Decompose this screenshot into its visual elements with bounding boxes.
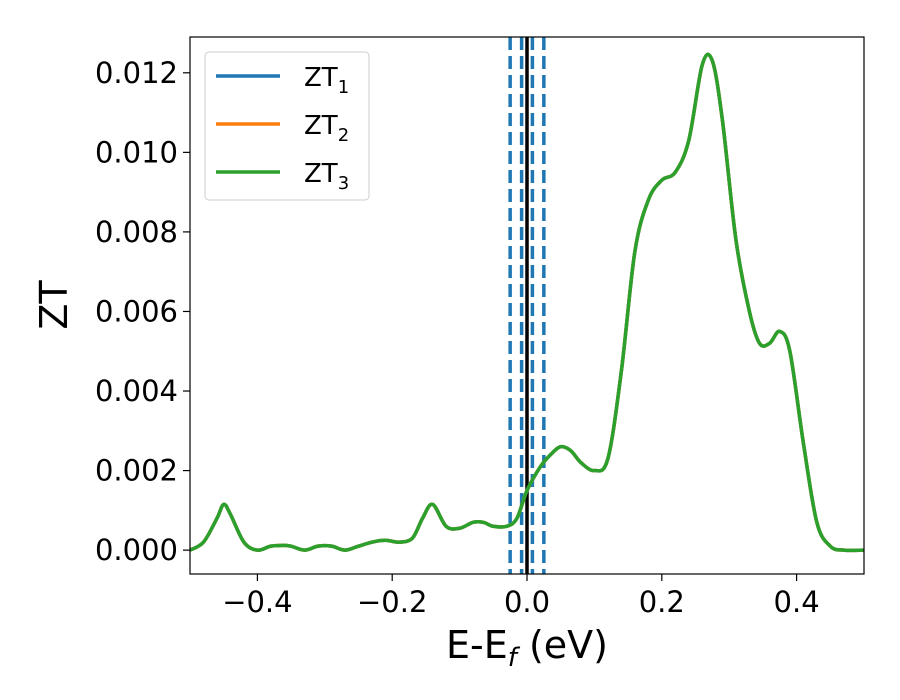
legend-label: ZT2 — [304, 111, 349, 146]
reference-lines — [508, 37, 546, 574]
y-axis-label: ZT — [32, 280, 76, 330]
x-tick-label: 0.0 — [504, 585, 550, 619]
y-axis: 0.000 0.002 0.004 0.006 0.008 0.010 0.012 — [95, 56, 190, 567]
y-tick-label: 0.008 — [95, 215, 178, 249]
x-tick-label: 0.4 — [774, 585, 820, 619]
legend: ZT1 ZT2 ZT3 — [204, 51, 370, 201]
y-tick-label: 0.000 — [95, 533, 178, 567]
x-tick-label: −0.4 — [222, 585, 292, 619]
y-tick-label: 0.010 — [95, 135, 178, 169]
legend-label: ZT3 — [304, 159, 349, 194]
series-lines — [190, 52, 864, 553]
legend-box — [204, 51, 370, 201]
y-tick-label: 0.006 — [95, 294, 178, 328]
y-tick-label: 0.002 — [95, 454, 178, 488]
y-tick-label: 0.012 — [95, 56, 178, 90]
series-line-zt3 — [190, 52, 864, 553]
x-axis-label: E-Ef (eV) — [446, 623, 608, 673]
x-tick-label: −0.2 — [357, 585, 427, 619]
legend-label: ZT1 — [304, 63, 349, 98]
y-tick-label: 0.004 — [95, 374, 178, 408]
x-tick-label: 0.2 — [639, 585, 685, 619]
x-axis: −0.4 −0.2 0.0 0.2 0.4 — [222, 574, 820, 619]
